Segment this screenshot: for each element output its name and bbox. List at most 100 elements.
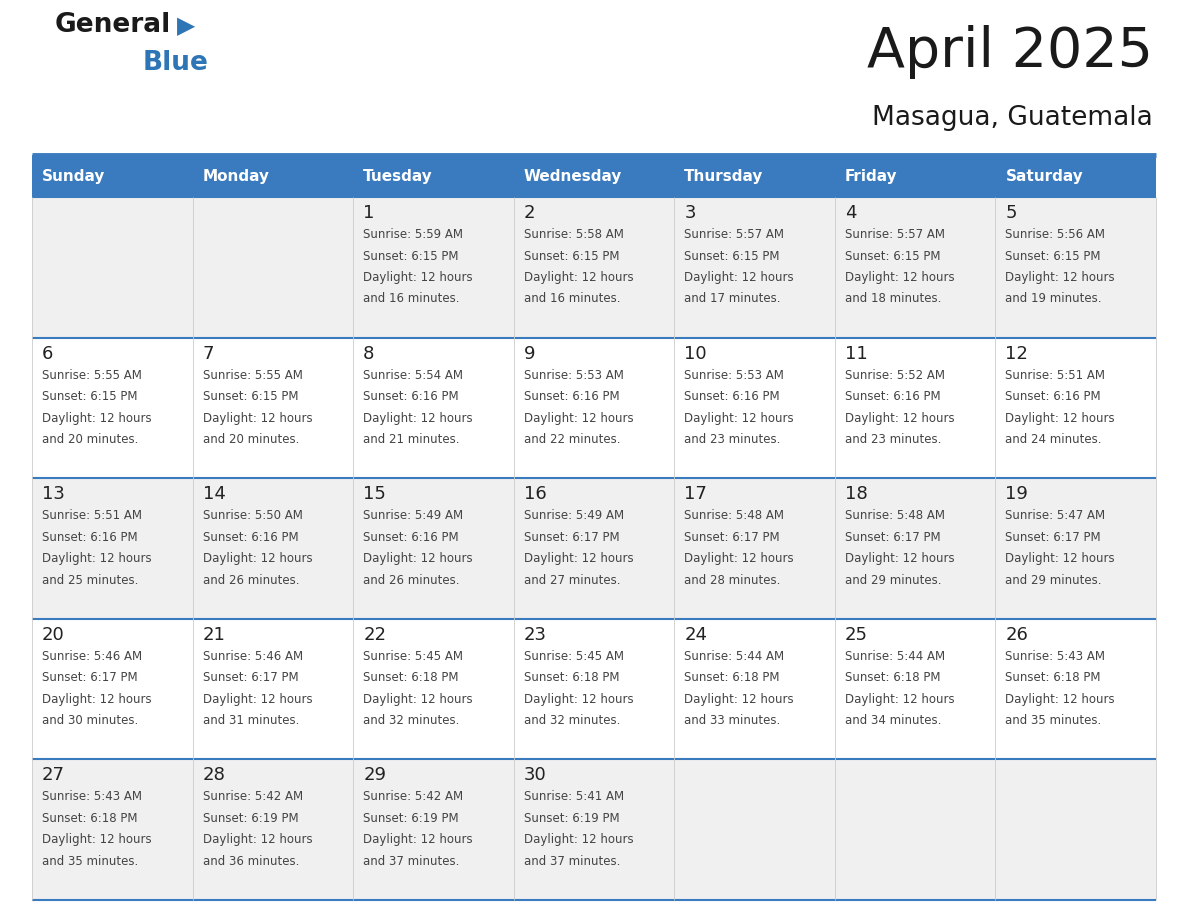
Text: 6: 6 — [42, 344, 53, 363]
Text: 20: 20 — [42, 626, 65, 644]
Text: Saturday: Saturday — [1005, 169, 1083, 184]
Text: Sunset: 6:16 PM: Sunset: 6:16 PM — [364, 390, 459, 403]
Bar — [835, 197, 996, 338]
Text: Sunset: 6:16 PM: Sunset: 6:16 PM — [684, 390, 779, 403]
Text: 22: 22 — [364, 626, 386, 644]
Text: Sunset: 6:16 PM: Sunset: 6:16 PM — [364, 531, 459, 543]
Text: Daylight: 12 hours: Daylight: 12 hours — [364, 411, 473, 425]
Text: and 28 minutes.: and 28 minutes. — [684, 574, 781, 587]
Bar — [996, 338, 1156, 478]
Text: and 29 minutes.: and 29 minutes. — [845, 574, 941, 587]
Text: Sunrise: 5:43 AM: Sunrise: 5:43 AM — [42, 790, 143, 803]
Text: Sunrise: 5:57 AM: Sunrise: 5:57 AM — [684, 228, 784, 241]
Text: Daylight: 12 hours: Daylight: 12 hours — [524, 693, 633, 706]
Text: Sunset: 6:16 PM: Sunset: 6:16 PM — [845, 390, 941, 403]
Text: and 21 minutes.: and 21 minutes. — [364, 433, 460, 446]
Text: Sunset: 6:17 PM: Sunset: 6:17 PM — [203, 671, 298, 684]
Text: 5: 5 — [1005, 204, 1017, 222]
Text: and 19 minutes.: and 19 minutes. — [1005, 293, 1102, 306]
Text: Daylight: 12 hours: Daylight: 12 hours — [203, 693, 312, 706]
Bar — [996, 759, 1156, 900]
Text: Daylight: 12 hours: Daylight: 12 hours — [203, 553, 312, 565]
Bar — [353, 619, 513, 759]
Text: Sunrise: 5:58 AM: Sunrise: 5:58 AM — [524, 228, 624, 241]
Text: Daylight: 12 hours: Daylight: 12 hours — [845, 271, 954, 284]
Text: Sunrise: 5:55 AM: Sunrise: 5:55 AM — [203, 369, 303, 382]
Text: Sunset: 6:17 PM: Sunset: 6:17 PM — [1005, 531, 1101, 543]
Text: Sunrise: 5:43 AM: Sunrise: 5:43 AM — [1005, 650, 1105, 663]
Text: Sunrise: 5:53 AM: Sunrise: 5:53 AM — [524, 369, 624, 382]
Text: Daylight: 12 hours: Daylight: 12 hours — [203, 834, 312, 846]
Bar — [996, 619, 1156, 759]
Text: Sunrise: 5:56 AM: Sunrise: 5:56 AM — [1005, 228, 1105, 241]
Text: Daylight: 12 hours: Daylight: 12 hours — [364, 271, 473, 284]
Text: Sunset: 6:19 PM: Sunset: 6:19 PM — [364, 812, 459, 825]
Text: and 23 minutes.: and 23 minutes. — [845, 433, 941, 446]
Text: and 26 minutes.: and 26 minutes. — [364, 574, 460, 587]
Text: Sunrise: 5:42 AM: Sunrise: 5:42 AM — [364, 790, 463, 803]
Text: Daylight: 12 hours: Daylight: 12 hours — [684, 411, 794, 425]
Text: Sunrise: 5:46 AM: Sunrise: 5:46 AM — [42, 650, 143, 663]
Text: Sunset: 6:16 PM: Sunset: 6:16 PM — [42, 531, 138, 543]
Text: and 35 minutes.: and 35 minutes. — [42, 855, 138, 868]
Bar — [675, 759, 835, 900]
Text: Daylight: 12 hours: Daylight: 12 hours — [684, 553, 794, 565]
Bar — [513, 155, 675, 197]
Text: 9: 9 — [524, 344, 536, 363]
Text: General: General — [55, 12, 171, 38]
Bar — [513, 759, 675, 900]
Bar — [513, 478, 675, 619]
Text: 27: 27 — [42, 767, 65, 784]
Text: Daylight: 12 hours: Daylight: 12 hours — [42, 553, 152, 565]
Bar — [192, 338, 353, 478]
Text: 21: 21 — [203, 626, 226, 644]
Bar — [675, 338, 835, 478]
Text: Daylight: 12 hours: Daylight: 12 hours — [1005, 411, 1116, 425]
Bar — [835, 338, 996, 478]
Bar — [835, 759, 996, 900]
Text: Daylight: 12 hours: Daylight: 12 hours — [42, 834, 152, 846]
Text: Thursday: Thursday — [684, 169, 764, 184]
Text: Sunrise: 5:59 AM: Sunrise: 5:59 AM — [364, 228, 463, 241]
Text: Masagua, Guatemala: Masagua, Guatemala — [872, 105, 1154, 131]
Text: 2: 2 — [524, 204, 536, 222]
Text: and 16 minutes.: and 16 minutes. — [524, 293, 620, 306]
Bar — [835, 619, 996, 759]
Text: 13: 13 — [42, 486, 65, 503]
Text: Daylight: 12 hours: Daylight: 12 hours — [1005, 271, 1116, 284]
Text: Sunset: 6:16 PM: Sunset: 6:16 PM — [524, 390, 619, 403]
Text: 17: 17 — [684, 486, 707, 503]
Text: and 35 minutes.: and 35 minutes. — [1005, 714, 1101, 727]
Text: Sunset: 6:18 PM: Sunset: 6:18 PM — [42, 812, 138, 825]
Text: Sunset: 6:17 PM: Sunset: 6:17 PM — [524, 531, 619, 543]
Text: Daylight: 12 hours: Daylight: 12 hours — [524, 834, 633, 846]
Text: April 2025: April 2025 — [867, 25, 1154, 79]
Bar — [353, 155, 513, 197]
Bar — [32, 155, 192, 197]
Bar — [32, 619, 192, 759]
Text: Sunrise: 5:46 AM: Sunrise: 5:46 AM — [203, 650, 303, 663]
Text: Daylight: 12 hours: Daylight: 12 hours — [684, 693, 794, 706]
Text: Sunrise: 5:41 AM: Sunrise: 5:41 AM — [524, 790, 624, 803]
Text: Blue: Blue — [143, 50, 209, 76]
Text: 14: 14 — [203, 486, 226, 503]
Text: and 34 minutes.: and 34 minutes. — [845, 714, 941, 727]
Text: Daylight: 12 hours: Daylight: 12 hours — [845, 553, 954, 565]
Text: Sunday: Sunday — [42, 169, 106, 184]
Text: Sunset: 6:18 PM: Sunset: 6:18 PM — [524, 671, 619, 684]
Text: Sunset: 6:16 PM: Sunset: 6:16 PM — [203, 531, 298, 543]
Text: and 36 minutes.: and 36 minutes. — [203, 855, 299, 868]
Bar — [675, 155, 835, 197]
Bar — [835, 155, 996, 197]
Text: Tuesday: Tuesday — [364, 169, 432, 184]
Text: 29: 29 — [364, 767, 386, 784]
Bar — [996, 478, 1156, 619]
Text: Sunrise: 5:48 AM: Sunrise: 5:48 AM — [684, 509, 784, 522]
Text: and 20 minutes.: and 20 minutes. — [42, 433, 138, 446]
Bar — [675, 197, 835, 338]
Text: Daylight: 12 hours: Daylight: 12 hours — [684, 271, 794, 284]
Text: Sunset: 6:17 PM: Sunset: 6:17 PM — [684, 531, 779, 543]
Text: 28: 28 — [203, 767, 226, 784]
Text: Daylight: 12 hours: Daylight: 12 hours — [42, 693, 152, 706]
Text: 11: 11 — [845, 344, 867, 363]
